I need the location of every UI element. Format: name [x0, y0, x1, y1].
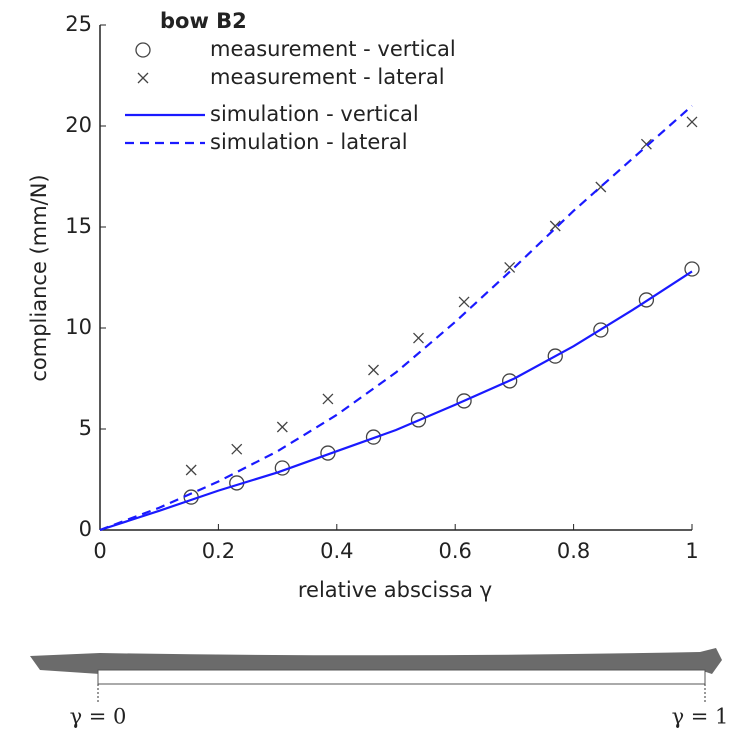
annotation: γ = 0 — [70, 705, 127, 729]
marker — [231, 443, 243, 455]
marker — [456, 393, 472, 409]
legend-label: measurement - vertical — [210, 37, 456, 61]
legend-marker — [135, 42, 151, 58]
x-tick-label: 0 — [93, 539, 106, 563]
line — [99, 270, 693, 532]
bow-sketch — [30, 648, 722, 704]
legend-label: simulation - vertical — [210, 102, 419, 126]
legend-title: bow B2 — [160, 9, 247, 33]
legend-marker — [137, 72, 149, 84]
marker — [365, 429, 382, 445]
legend-label: simulation - lateral — [210, 130, 408, 154]
marker — [640, 138, 652, 150]
x-tick-label: 1 — [685, 539, 698, 563]
marker — [185, 464, 197, 476]
marker — [593, 322, 609, 338]
x-tick-label: 0.4 — [320, 539, 353, 563]
marker — [684, 261, 700, 277]
marker — [638, 292, 655, 308]
marker — [458, 296, 470, 308]
marker — [410, 412, 427, 428]
x-tick-label: 0.6 — [438, 539, 471, 563]
marker — [549, 220, 561, 232]
y-tick-label: 15 — [65, 214, 92, 238]
line — [99, 104, 693, 532]
legend-label: measurement - lateral — [210, 65, 445, 89]
y-tick-label: 5 — [79, 416, 92, 440]
y-tick-label: 25 — [65, 12, 92, 36]
marker — [504, 261, 516, 273]
annotation: γ = 1 — [672, 705, 729, 729]
x-axis-label: relative abscissa γ — [298, 578, 492, 602]
marker — [322, 393, 334, 405]
y-tick-label: 0 — [79, 517, 92, 541]
x-tick-label: 0.2 — [202, 539, 235, 563]
marker — [413, 332, 424, 344]
y-axis-label: compliance (mm/N) — [27, 174, 51, 381]
x-tick-label: 0.8 — [557, 539, 590, 563]
marker — [547, 348, 563, 364]
marker — [502, 373, 518, 389]
marker — [368, 364, 379, 376]
y-tick-label: 10 — [65, 315, 92, 339]
marker — [686, 116, 698, 128]
y-tick-label: 20 — [65, 113, 92, 137]
marker — [276, 421, 288, 433]
